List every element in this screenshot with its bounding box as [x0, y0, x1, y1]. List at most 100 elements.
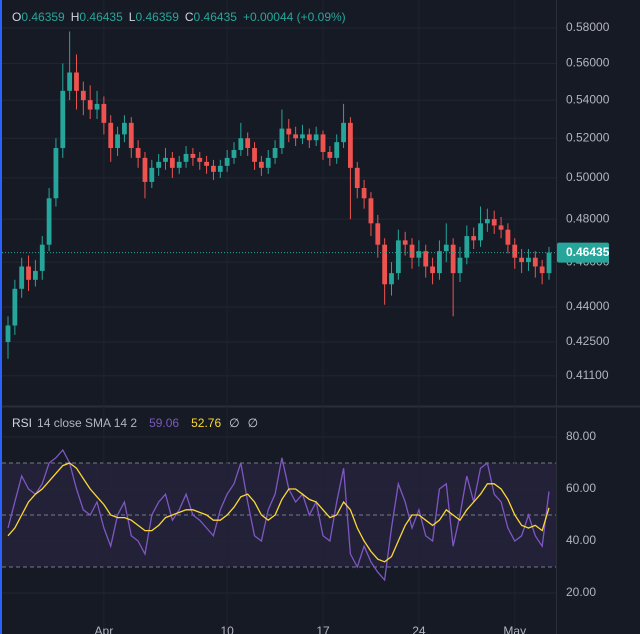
candle-body — [327, 151, 333, 158]
candle-body — [457, 257, 463, 274]
candle-body — [272, 148, 278, 158]
candle-body — [368, 198, 374, 224]
ohlc-key: C — [185, 10, 194, 24]
price-tick-label: 0.48000 — [566, 211, 610, 225]
rsi-tick-label: 20.00 — [566, 585, 596, 599]
candle-body — [258, 161, 264, 168]
candle-body — [169, 157, 175, 168]
candle-body — [375, 223, 381, 245]
candle-body — [279, 128, 285, 149]
candle-body — [197, 157, 203, 162]
ohlc-legend: O0.46359 H0.46435 L0.46359 C0.46435 +0.00044… — [12, 10, 346, 24]
candle-body — [94, 103, 100, 110]
candle-body — [204, 161, 209, 166]
candle-body — [300, 134, 305, 139]
candle-body — [135, 148, 141, 158]
ohlc-value: 0.46359 — [21, 10, 65, 24]
ohlc-value: 0.46435 — [194, 10, 238, 24]
candle-body — [190, 153, 196, 158]
price-tick-label: 0.54000 — [566, 92, 610, 106]
candle-body — [32, 270, 38, 280]
candle-body — [430, 266, 435, 274]
candle-body — [5, 325, 11, 343]
price-tick-label: 0.50000 — [566, 170, 610, 184]
last-price-box — [557, 242, 609, 263]
candle-body — [532, 257, 538, 267]
candle-body — [382, 244, 388, 285]
candle-body — [39, 244, 45, 271]
candle-body — [217, 165, 223, 172]
candle-body — [156, 161, 162, 168]
candle-body — [142, 157, 148, 182]
candle-body — [546, 252, 552, 274]
candle-body — [484, 219, 490, 224]
candle-body — [313, 134, 319, 141]
price-tick-label: 0.56000 — [566, 56, 610, 70]
rsi-extra: ∅ — [229, 416, 239, 430]
ohlc-key: H — [71, 10, 80, 24]
rsi-title: RSI — [12, 416, 32, 430]
candle-body — [409, 244, 415, 258]
time-tick-label: 24 — [412, 624, 426, 634]
rsi-tick-label: 40.00 — [566, 533, 596, 547]
selection-edge — [0, 0, 2, 634]
time-tick-label: 10 — [220, 624, 234, 634]
candle-body — [108, 122, 114, 149]
candle-body — [19, 266, 25, 289]
candle-body — [526, 257, 531, 263]
candle-body — [238, 138, 244, 150]
candle-body — [46, 198, 52, 245]
candle-body — [450, 244, 456, 274]
ohlc-key: O — [12, 10, 21, 24]
ohlc-change: +0.00044 (+0.09%) — [243, 10, 346, 24]
candle-body — [87, 100, 93, 110]
candle-body — [416, 251, 422, 258]
candle-body — [12, 288, 18, 326]
rsi-tick-label: 60.00 — [566, 481, 596, 495]
candle-body — [471, 236, 477, 241]
candle-body — [74, 72, 79, 91]
candle-body — [443, 244, 449, 252]
rsi-legend: RSI 14 close SMA 14 2 59.06 52.76 ∅ ∅ — [12, 416, 258, 430]
candle-body — [402, 240, 408, 245]
candle-body — [320, 134, 326, 152]
candle-body — [115, 134, 120, 149]
candle-body — [348, 122, 353, 168]
candle-body — [265, 157, 271, 168]
candle-body — [60, 90, 66, 149]
time-tick-label: 17 — [316, 624, 330, 634]
candle-body — [128, 122, 134, 149]
candle-body — [122, 122, 127, 135]
candle-body — [176, 161, 182, 168]
ohlc-value: 0.46435 — [79, 10, 123, 24]
candle-body — [389, 273, 394, 285]
candle-body — [252, 148, 257, 162]
candle-body — [354, 167, 360, 189]
candle-body — [505, 229, 511, 245]
last-price-label: 0.46435 — [566, 245, 610, 259]
candle-body — [101, 103, 107, 123]
candle-body — [478, 223, 483, 241]
candle-body — [286, 128, 292, 135]
candle-body — [149, 167, 155, 182]
rsi-value: 59.06 — [149, 416, 179, 430]
candle-body — [539, 266, 545, 274]
candle-body — [80, 90, 86, 101]
candle-body — [519, 257, 525, 263]
candle-body — [361, 188, 367, 199]
candle-body — [183, 153, 189, 162]
rsi-line — [7, 448, 550, 582]
price-tick-label: 0.42500 — [566, 334, 610, 348]
ohlc-key: L — [129, 10, 136, 24]
price-tick-label: 0.52000 — [566, 130, 610, 144]
candle-body — [464, 236, 470, 258]
candle-body — [395, 240, 401, 274]
candle-body — [26, 266, 31, 280]
candle-body — [293, 134, 299, 139]
candle-body — [53, 148, 59, 199]
rsi-line — [7, 462, 550, 563]
candle-body — [231, 149, 237, 158]
candle-body — [224, 157, 230, 166]
candle-body — [341, 122, 346, 143]
